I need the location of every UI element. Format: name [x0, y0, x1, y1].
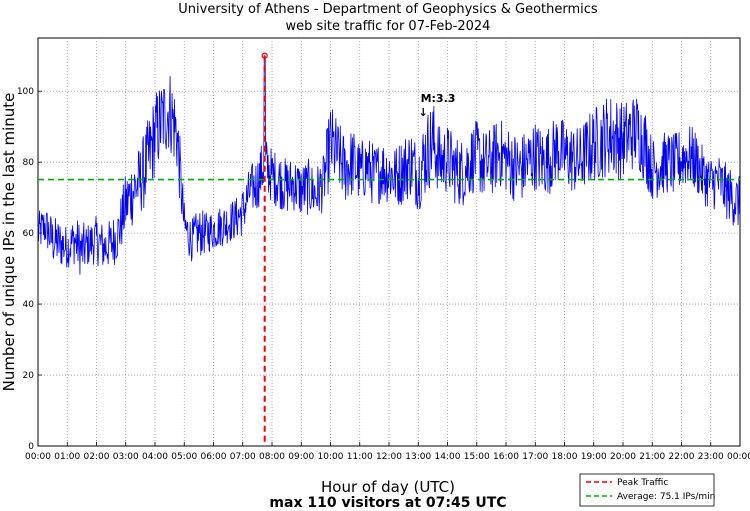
annotation-arrow-icon: ↓ [419, 106, 428, 119]
peak-summary: max 110 visitors at 07:45 UTC [269, 495, 506, 511]
x-tick-label: 13:00 [405, 452, 431, 462]
x-tick-label: 14:00 [435, 452, 461, 462]
x-tick-label: 01:00 [54, 452, 80, 462]
x-tick-label: 11:00 [347, 452, 373, 462]
x-tick-label: 22:00 [669, 452, 695, 462]
grid [38, 38, 740, 446]
x-tick-label: 09:00 [288, 452, 314, 462]
peak-marker [261, 52, 268, 59]
y-axis-ticks: 0 20 40 60 80 100 [17, 87, 42, 452]
y-tick-label: 80 [23, 158, 35, 168]
x-tick-label: 10:00 [318, 452, 344, 462]
x-tick-label: 17:00 [522, 452, 548, 462]
x-tick-label: 07:00 [230, 452, 256, 462]
chart-subtitle: web site traffic for 07-Feb-2024 [286, 19, 491, 34]
x-tick-label: 06:00 [201, 452, 227, 462]
legend-average-label: Average: 75.1 IPs/min [617, 492, 715, 502]
max-magnitude-annotation: M:3.3 [421, 92, 456, 105]
x-tick-label: 00:00 [727, 452, 750, 462]
x-tick-label: 12:00 [376, 452, 402, 462]
y-tick-label: 60 [23, 229, 35, 239]
legend: Peak Traffic Average: 75.1 IPs/min [579, 473, 715, 507]
chart-title: University of Athens - Department of Geo… [178, 2, 598, 17]
legend-peak-label: Peak Traffic [617, 478, 668, 488]
x-axis-label: Hour of day (UTC) [321, 478, 455, 496]
x-tick-label: 18:00 [552, 452, 578, 462]
x-tick-label: 23:00 [698, 452, 724, 462]
y-axis-label: Number of unique IPs in the last minute [0, 93, 18, 392]
x-tick-label: 02:00 [84, 452, 110, 462]
y-tick-label: 100 [17, 87, 34, 97]
y-tick-label: 40 [23, 300, 35, 310]
x-tick-label: 05:00 [171, 452, 197, 462]
x-tick-label: 03:00 [113, 452, 139, 462]
x-tick-label: 20:00 [610, 452, 636, 462]
x-tick-label: 16:00 [493, 452, 519, 462]
x-tick-label: 15:00 [464, 452, 490, 462]
x-tick-label: 08:00 [259, 452, 285, 462]
x-tick-label: 19:00 [581, 452, 607, 462]
x-tick-label: 04:00 [142, 452, 168, 462]
y-tick-label: 20 [23, 371, 35, 381]
x-tick-label: 21:00 [639, 452, 665, 462]
x-tick-label: 00:00 [25, 452, 51, 462]
x-axis-ticks: 00:00 01:00 02:00 03:00 04:00 05:00 06:00 07:00… [25, 442, 750, 462]
traffic-series-line [37, 55, 741, 275]
y-tick-label: 0 [28, 442, 34, 452]
